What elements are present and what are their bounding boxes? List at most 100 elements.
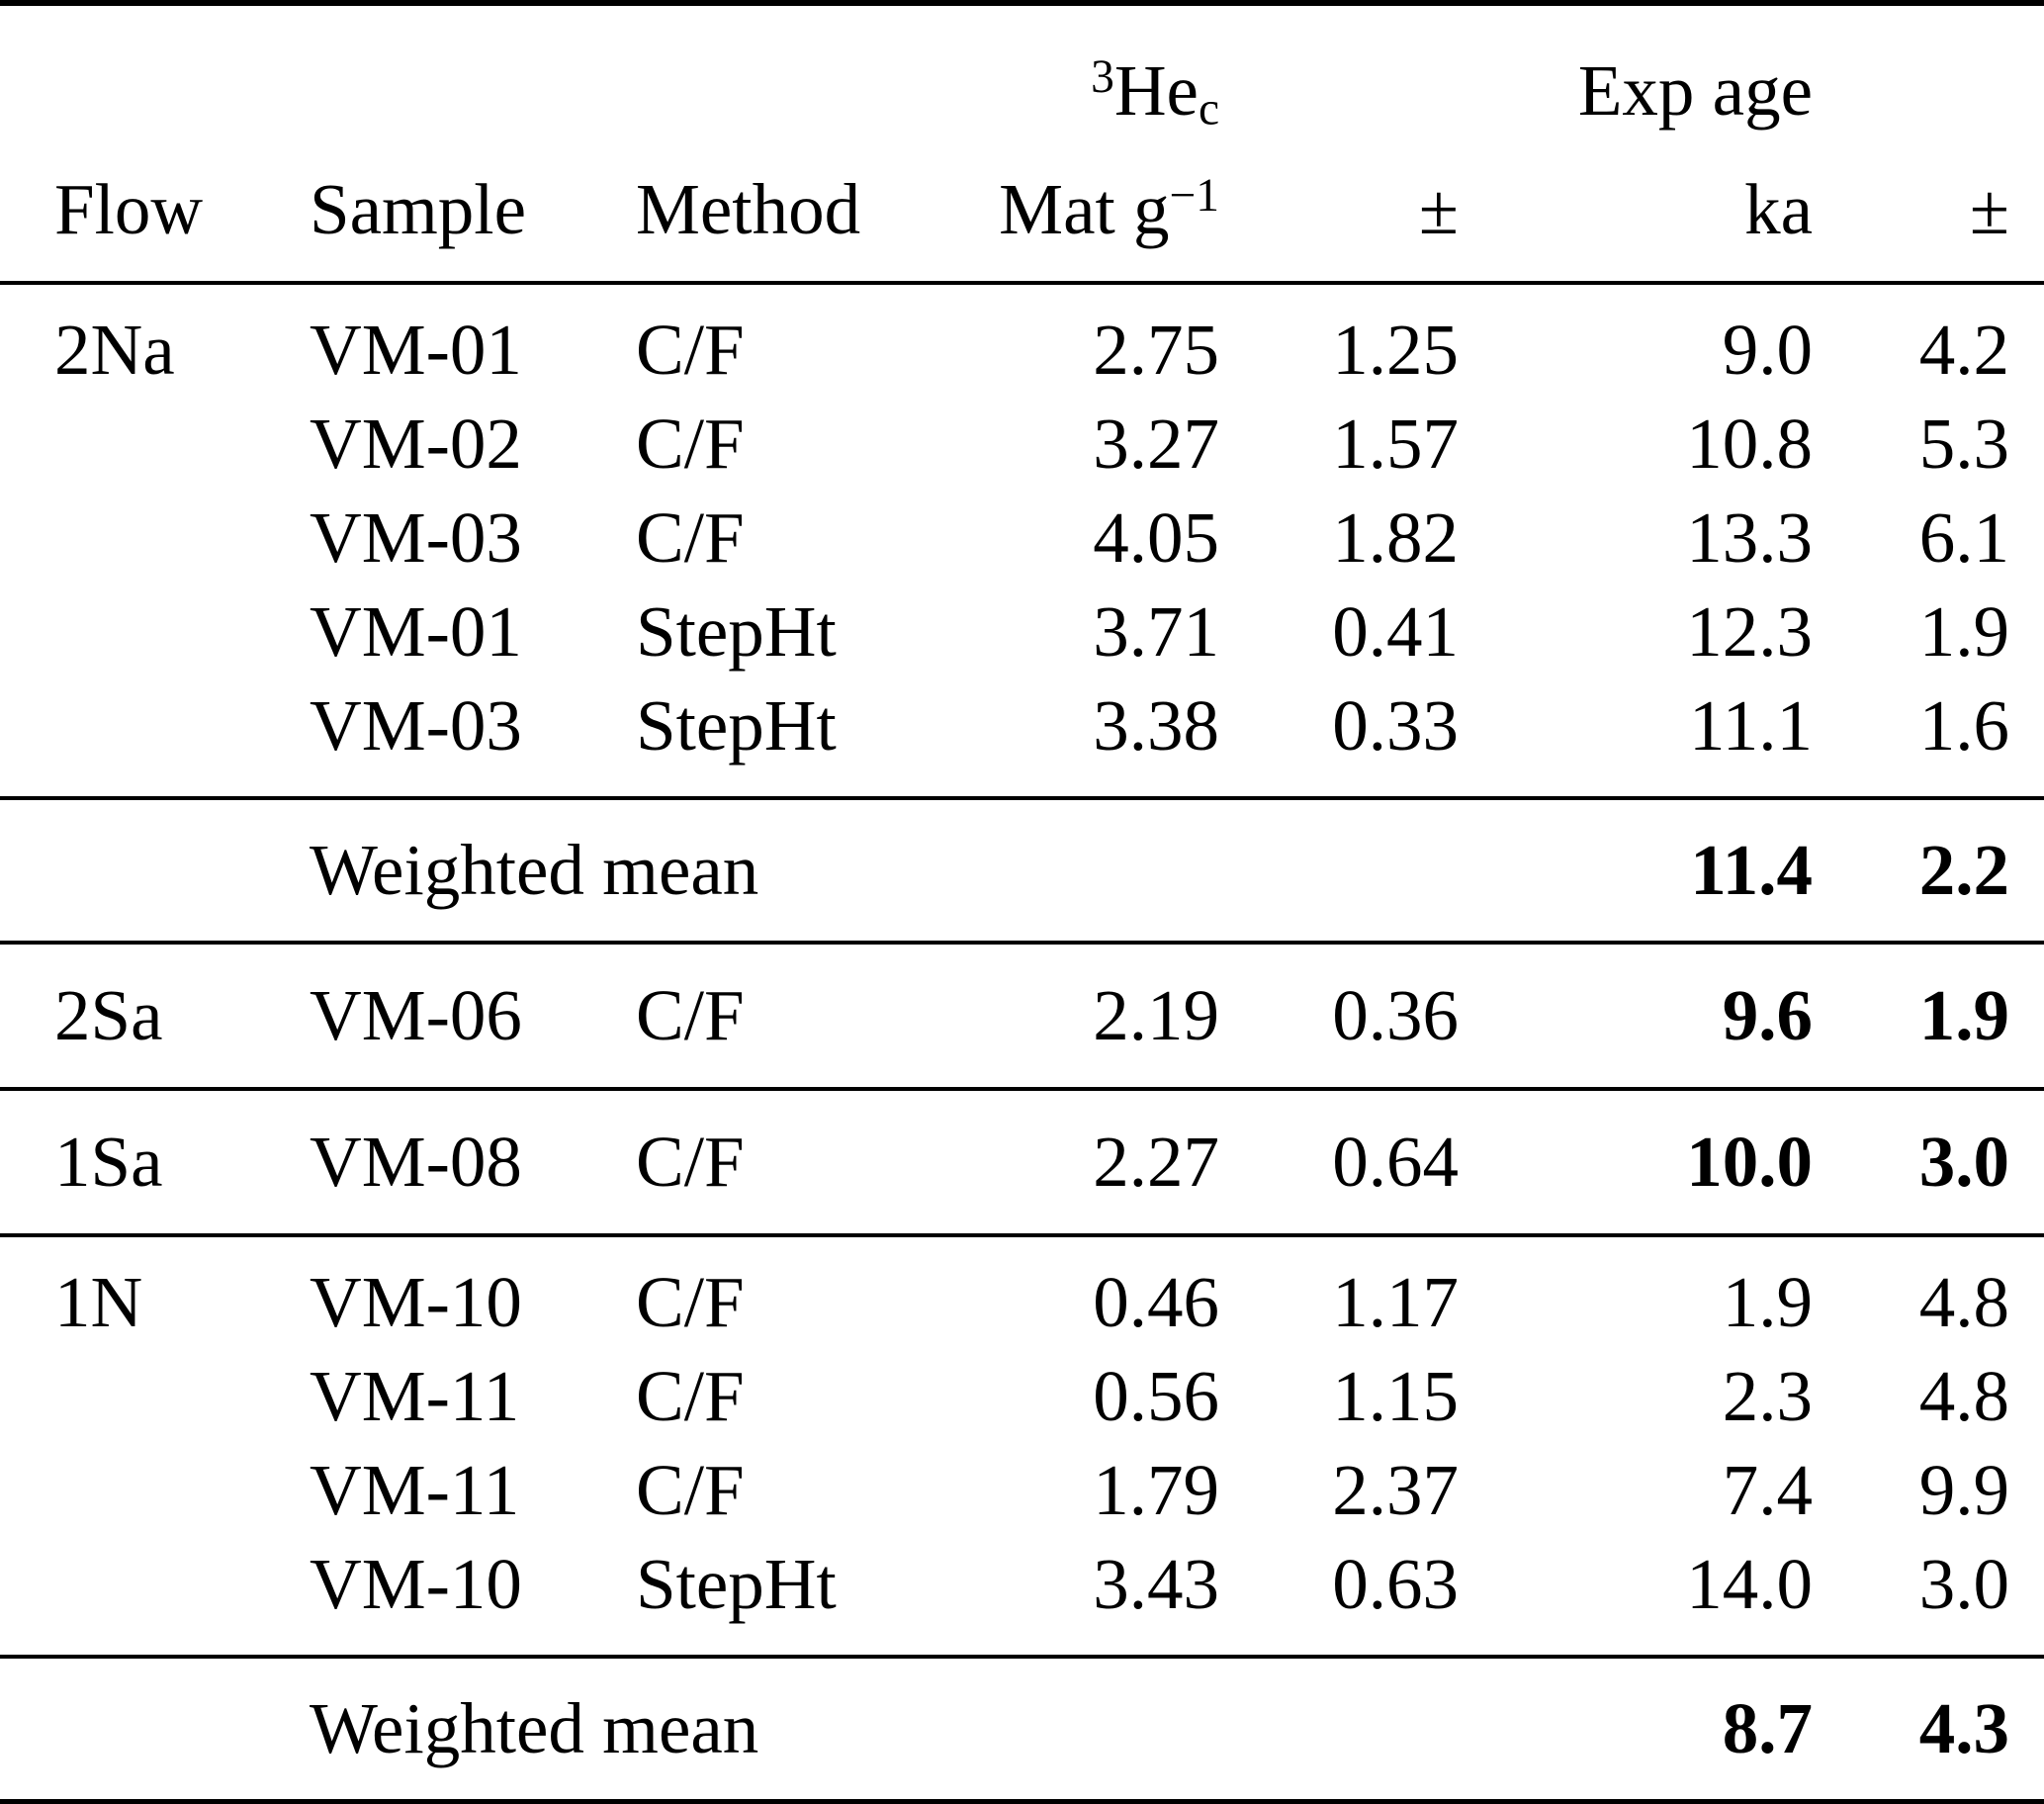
weighted-mean-label: Weighted mean — [310, 1688, 759, 1768]
flow-cell: 2Sa — [54, 975, 163, 1055]
table-header: 3Hec Exp age Flow Sample Method Mat g−1 … — [0, 3, 2044, 283]
sample-cell: VM-03 — [310, 497, 522, 578]
age-uncertainty-cell: 1.6 — [1918, 685, 2009, 766]
exposure-age-cell: 10.0 — [1686, 1122, 1813, 1202]
exposure-age-cell: 14.0 — [1686, 1544, 1813, 1624]
he-uncertainty-cell: 2.37 — [1332, 1450, 1459, 1530]
sample-row: VM-11 C/F 0.56 1.15 2.3 4.8 — [0, 1349, 2044, 1443]
exp-age-group-header: Exp age — [1577, 50, 1813, 131]
sample-cell: VM-03 — [310, 685, 522, 766]
sample-cell: VM-11 — [310, 1356, 520, 1436]
sample-row: VM-01 StepHt 3.71 0.41 12.3 1.9 — [0, 585, 2044, 678]
age-uncertainty-cell: 1.9 — [1918, 591, 2009, 672]
method-cell: C/F — [636, 1356, 745, 1436]
he-concentration-cell: 3.43 — [1093, 1544, 1219, 1624]
method-cell: C/F — [636, 1262, 745, 1342]
age-uncertainty-cell: 3.0 — [1918, 1544, 2009, 1624]
sample-cell: VM-01 — [310, 591, 522, 672]
spacer-cell — [255, 3, 581, 138]
flow-cell — [0, 1537, 255, 1657]
exposure-age-cell: 11.1 — [1688, 685, 1813, 766]
method-cell: C/F — [636, 1450, 745, 1530]
header-columns-row: Flow Sample Method Mat g−1 ± ka ± — [0, 138, 2044, 283]
flow-cell: 1N — [54, 1262, 143, 1342]
he-uncertainty-cell: 1.57 — [1332, 404, 1459, 484]
method-cell: C/F — [636, 1122, 745, 1202]
spacer-cell — [0, 3, 255, 138]
he-uncertainty-cell: 0.64 — [1332, 1122, 1459, 1202]
method-cell: StepHt — [636, 1544, 837, 1624]
he-concentration-cell: 4.05 — [1093, 497, 1219, 578]
exposure-age-cell: 2.3 — [1722, 1356, 1813, 1436]
flow-section: 1N VM-10 C/F 0.46 1.17 1.9 4.8 VM-11 C/F 0.56 1.15… — [0, 1235, 2044, 1657]
sample-row: 1Sa VM-08 C/F 2.27 0.64 10.0 3.0 — [0, 1089, 2044, 1235]
col-header-sample: Sample — [310, 169, 526, 249]
he-uncertainty-cell: 1.15 — [1332, 1356, 1459, 1436]
col-header-ka: ka — [1744, 169, 1813, 249]
sample-cell: VM-11 — [310, 1450, 520, 1530]
col-header-he-unit: Mat g−1 — [949, 138, 1219, 283]
flow-cell — [0, 397, 255, 491]
sample-row: 2Sa VM-06 C/F 2.19 0.36 9.6 1.9 — [0, 943, 2044, 1089]
col-header-uncertainty-1: ± — [1418, 169, 1459, 249]
age-uncertainty-cell: 1.9 — [1918, 975, 2009, 1055]
he-concentration-cell: 3.38 — [1093, 685, 1219, 766]
weighted-mean-age: 11.4 — [1690, 830, 1813, 910]
he-isotope-group-header: 3Hec — [949, 3, 1219, 138]
weighted-mean-row: Weighted mean 8.7 4.3 — [0, 1657, 2044, 1802]
he-concentration-cell: 1.79 — [1093, 1450, 1219, 1530]
he-uncertainty-cell: 0.63 — [1332, 1544, 1459, 1624]
age-uncertainty-cell: 9.9 — [1918, 1450, 2009, 1530]
he-concentration-cell: 2.27 — [1093, 1122, 1219, 1202]
sample-cell: VM-08 — [310, 1122, 522, 1202]
exposure-age-cell: 13.3 — [1686, 497, 1813, 578]
sample-row: 2Na VM-01 C/F 2.75 1.25 9.0 4.2 — [0, 283, 2044, 397]
exposure-age-cell: 10.8 — [1686, 404, 1813, 484]
sample-cell: VM-10 — [310, 1544, 522, 1624]
flow-cell — [0, 678, 255, 798]
he-uncertainty-cell: 0.41 — [1332, 591, 1459, 672]
he-uncertainty-cell: 1.17 — [1332, 1262, 1459, 1342]
flow-cell — [0, 1443, 255, 1537]
flow-section: 2Sa VM-06 C/F 2.19 0.36 9.6 1.9 — [0, 943, 2044, 1089]
he-concentration-cell: 0.56 — [1093, 1356, 1219, 1436]
method-cell: C/F — [636, 975, 745, 1055]
spacer-cell — [0, 1657, 255, 1802]
he-uncertainty-cell: 0.33 — [1332, 685, 1459, 766]
spacer-cell — [949, 1657, 1219, 1802]
isotope-mass-superscript: 3 — [1091, 51, 1114, 104]
flow-cell — [0, 1349, 255, 1443]
sample-cell: VM-10 — [310, 1262, 522, 1342]
method-cell: C/F — [636, 310, 745, 390]
header-group-row: 3Hec Exp age — [0, 3, 2044, 138]
spacer-cell — [1219, 3, 1459, 138]
exposure-age-cell: 9.0 — [1722, 310, 1813, 390]
he-uncertainty-cell: 0.36 — [1332, 975, 1459, 1055]
age-uncertainty-cell: 4.8 — [1918, 1356, 2009, 1436]
sample-row: 1N VM-10 C/F 0.46 1.17 1.9 4.8 — [0, 1235, 2044, 1349]
spacer-cell — [581, 3, 949, 138]
spacer-cell — [1219, 1657, 1459, 1802]
method-cell: C/F — [636, 404, 745, 484]
weighted-mean-section: Weighted mean 8.7 4.3 — [0, 1657, 2044, 1802]
age-uncertainty-cell: 4.8 — [1918, 1262, 2009, 1342]
spacer-cell — [0, 798, 255, 943]
method-cell: C/F — [636, 497, 745, 578]
weighted-mean-age: 8.7 — [1722, 1688, 1813, 1768]
sample-row: VM-02 C/F 3.27 1.57 10.8 5.3 — [0, 397, 2044, 491]
sample-row: VM-10 StepHt 3.43 0.63 14.0 3.0 — [0, 1537, 2044, 1657]
sample-cell: VM-02 — [310, 404, 522, 484]
flow-section: 2Na VM-01 C/F 2.75 1.25 9.0 4.2 VM-02 C/F 3.27 1.5… — [0, 283, 2044, 798]
exposure-age-cell: 9.6 — [1722, 975, 1813, 1055]
isotope-symbol: He — [1113, 50, 1199, 131]
exposure-age-cell: 1.9 — [1722, 1262, 1813, 1342]
he-uncertainty-cell: 1.82 — [1332, 497, 1459, 578]
sample-cell: VM-01 — [310, 310, 522, 390]
he-concentration-cell: 0.46 — [1093, 1262, 1219, 1342]
flow-cell — [0, 491, 255, 585]
flow-cell — [0, 585, 255, 678]
he-unit-base: Mat g — [999, 169, 1170, 249]
age-uncertainty-cell: 4.2 — [1918, 310, 2009, 390]
spacer-cell — [949, 798, 1219, 943]
